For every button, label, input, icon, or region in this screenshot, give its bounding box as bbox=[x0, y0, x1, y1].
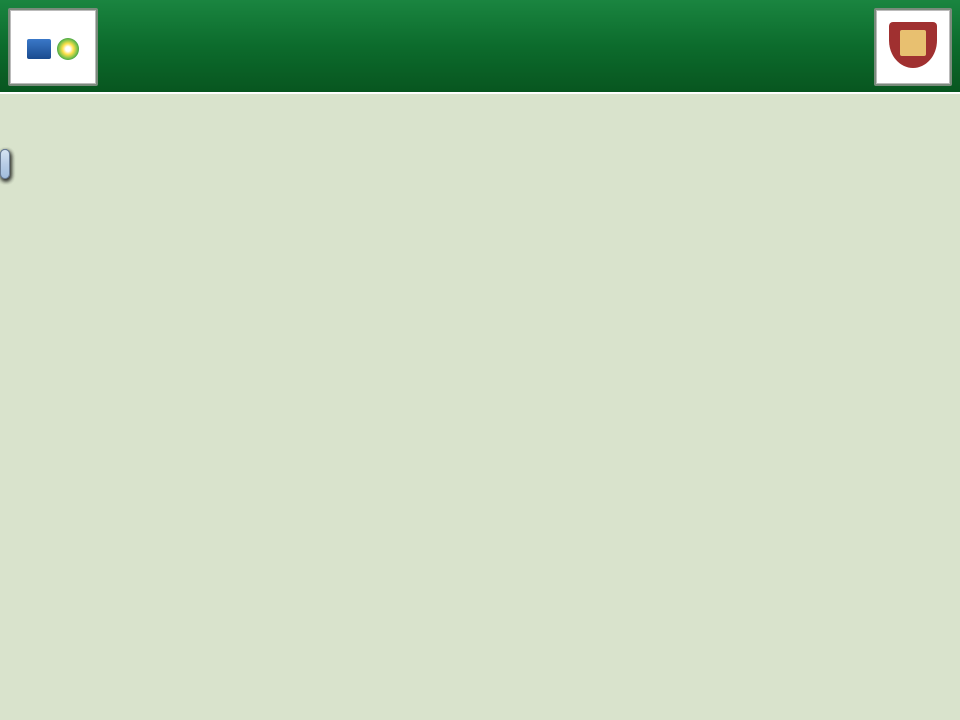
pgtu-shield-icon bbox=[889, 22, 937, 68]
node-partial bbox=[0, 149, 10, 179]
connector-lines bbox=[0, 94, 960, 720]
bp-sun-icon bbox=[57, 38, 79, 60]
header-bar bbox=[0, 0, 960, 94]
content-area bbox=[0, 94, 960, 720]
logo-tnk-bp bbox=[8, 8, 98, 86]
logo-pgtu bbox=[874, 8, 952, 86]
page-title bbox=[0, 94, 960, 149]
tnk-square-icon bbox=[27, 39, 51, 59]
logo-tnkbp-sub bbox=[27, 38, 79, 60]
